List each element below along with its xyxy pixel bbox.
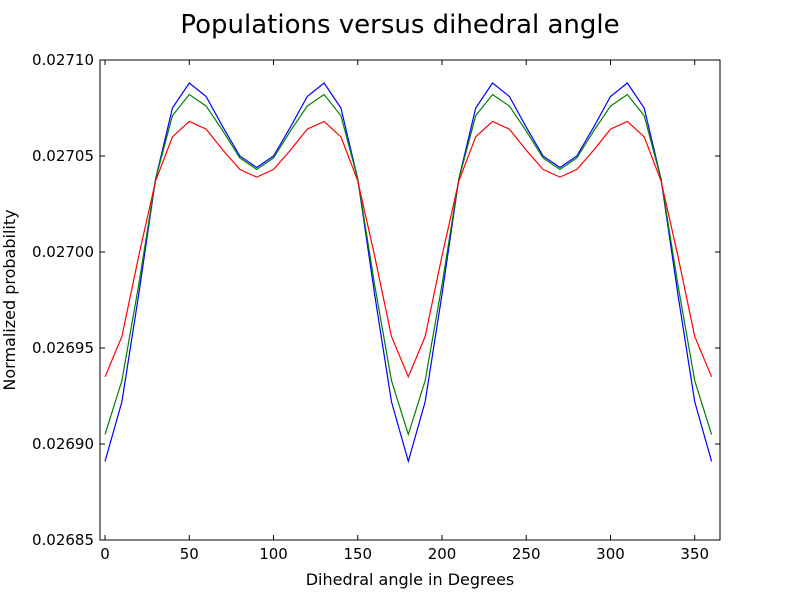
y-axis-label: Normalized probability (0, 209, 19, 390)
chart-title: Populations versus dihedral angle (180, 10, 619, 40)
y-tick-label: 0.02695 (32, 339, 94, 357)
x-tick-label: 250 (512, 545, 541, 563)
y-tick-label: 0.02690 (32, 435, 94, 453)
x-tick-label: 300 (596, 545, 625, 563)
series-line-1 (105, 95, 712, 435)
x-tick-label: 50 (180, 545, 199, 563)
x-tick-label: 0 (100, 545, 110, 563)
series-layer (105, 83, 712, 461)
x-tick-label: 100 (259, 545, 288, 563)
x-tick-label: 200 (428, 545, 457, 563)
series-line-0 (105, 83, 712, 461)
y-tick-label: 0.02710 (32, 51, 94, 69)
y-tick-label: 0.02685 (32, 531, 94, 549)
x-tick-label: 150 (343, 545, 372, 563)
y-tick-label: 0.02700 (32, 243, 94, 261)
plot-frame (100, 60, 720, 540)
series-line-2 (105, 121, 712, 376)
y-tick-label: 0.02705 (32, 147, 94, 165)
x-axis-label: Dihedral angle in Degrees (306, 570, 515, 589)
x-tick-label: 350 (680, 545, 709, 563)
